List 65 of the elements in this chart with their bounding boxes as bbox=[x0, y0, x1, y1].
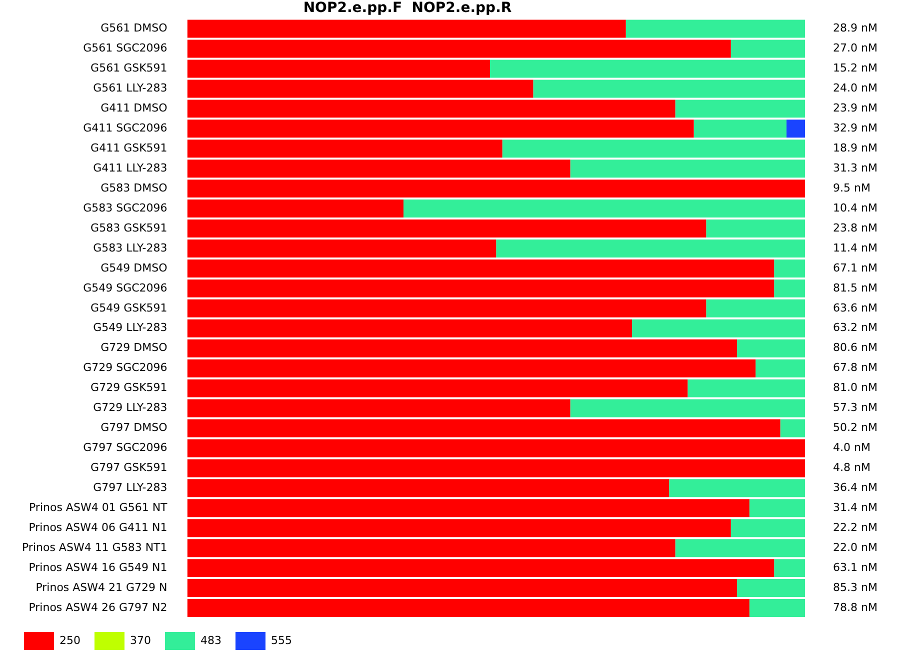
text: 18.9 nM bbox=[833, 141, 878, 154]
y-tick-label: G583 DMSO bbox=[100, 181, 168, 194]
text: 10.4 nM bbox=[833, 201, 878, 214]
text: 4.0 nM bbox=[833, 441, 870, 454]
y-tick-label: G549 DMSO bbox=[100, 261, 168, 274]
y-tick-label: Prinos ASW4 26 G797 N2 bbox=[28, 600, 168, 614]
y-tick-label: G561 LLY-283 bbox=[93, 82, 168, 95]
legend-label: 370 bbox=[130, 634, 151, 647]
y-tick-label: G411 DMSO bbox=[100, 102, 168, 115]
y-tick-label: G561 DMSO bbox=[100, 22, 168, 35]
text: 22.2 nM bbox=[833, 520, 878, 534]
text: 80.6 nM bbox=[833, 341, 878, 354]
y-tick-label: G797 GSK591 bbox=[90, 461, 168, 474]
text: 15.2 nM bbox=[833, 62, 878, 75]
text: 50.2 nM bbox=[833, 421, 878, 434]
y-tick-label: Prinos ASW4 06 G411 N1 bbox=[28, 520, 168, 534]
text: 31.3 nM bbox=[833, 161, 878, 174]
legend-label: 483 bbox=[200, 634, 222, 647]
text: 27.0 nM bbox=[833, 42, 878, 55]
text: 63.6 nM bbox=[833, 301, 878, 314]
legend-label: 555 bbox=[270, 634, 292, 647]
y-tick-label: G561 GSK591 bbox=[90, 62, 168, 75]
y-tick-label: Prinos ASW4 11 G583 NT1 bbox=[22, 540, 168, 554]
y-tick-label: G729 GSK591 bbox=[90, 381, 168, 394]
text: 67.1 nM bbox=[833, 261, 878, 274]
text: 85.3 nM bbox=[833, 580, 878, 594]
y-tick-label: G411 GSK591 bbox=[90, 141, 168, 154]
y-tick-label: G561 SGC2096 bbox=[83, 42, 168, 55]
y-tick-label: G729 SGC2096 bbox=[83, 361, 168, 374]
text: 28.9 nM bbox=[833, 22, 878, 35]
legend-label: 250 bbox=[60, 634, 80, 647]
text: 81.5 nM bbox=[833, 281, 878, 294]
y-tick-label: G797 SGC2096 bbox=[83, 441, 168, 454]
y-tick-label: G729 LLY-283 bbox=[93, 401, 168, 414]
text: 63.2 nM bbox=[833, 321, 878, 334]
text: 32.9 nM bbox=[833, 122, 878, 135]
y-tick-label: G583 GSK591 bbox=[90, 221, 168, 234]
y-tick-label: G797 LLY-283 bbox=[93, 481, 168, 494]
y-tick-label: G549 LLY-283 bbox=[93, 321, 168, 334]
y-tick-label: G549 GSK591 bbox=[90, 301, 168, 314]
y-tick-label: G583 LLY-283 bbox=[93, 241, 168, 254]
y-tick-label: Prinos ASW4 21 G729 N bbox=[36, 580, 168, 594]
text: 22.0 nM bbox=[833, 540, 878, 554]
y-tick-label: G549 SGC2096 bbox=[83, 281, 168, 294]
y-tick-label: Prinos ASW4 16 G549 N1 bbox=[28, 560, 168, 574]
text: 63.1 nM bbox=[833, 560, 878, 574]
text: 24.0 nM bbox=[833, 82, 878, 95]
text: 11.4 nM bbox=[833, 241, 878, 254]
y-tick-label: G411 SGC2096 bbox=[83, 122, 168, 135]
text: 23.9 nM bbox=[833, 102, 878, 115]
text: 78.8 nM bbox=[833, 600, 878, 614]
text: 81.0 nM bbox=[833, 381, 878, 394]
text: 67.8 nM bbox=[833, 361, 878, 374]
chart-title: NOP2.e.pp.F NOP2.e.pp.R bbox=[303, 0, 512, 16]
y-tick-label: G411 LLY-283 bbox=[93, 161, 168, 174]
text: 4.8 nM bbox=[833, 461, 870, 474]
text: 36.4 nM bbox=[833, 481, 878, 494]
text: 57.3 nM bbox=[833, 401, 878, 414]
y-tick-label: G583 SGC2096 bbox=[83, 201, 168, 214]
text: 23.8 nM bbox=[833, 221, 878, 234]
text: 9.5 nM bbox=[833, 181, 870, 194]
text: 31.4 nM bbox=[833, 501, 878, 514]
y-tick-label: Prinos ASW4 01 G561 NT bbox=[28, 501, 168, 514]
y-tick-label: G729 DMSO bbox=[100, 341, 168, 354]
y-tick-label: G797 DMSO bbox=[100, 421, 168, 434]
